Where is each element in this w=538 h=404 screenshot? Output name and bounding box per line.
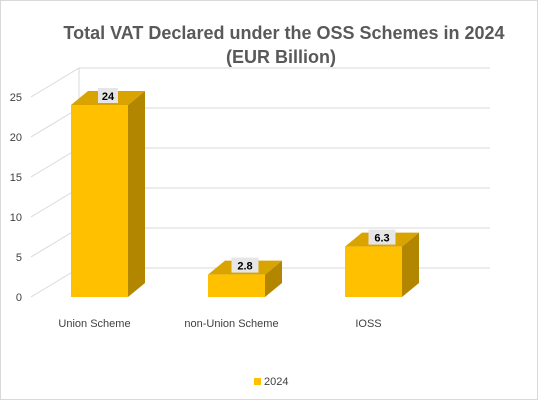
bar-side (402, 232, 419, 297)
data-label: 24 (102, 91, 115, 103)
legend-label: 2024 (264, 376, 288, 388)
y-tick-label: 25 (10, 92, 22, 104)
y-tick-label: 0 (16, 292, 22, 304)
data-label-box (98, 88, 118, 103)
bar (208, 274, 265, 297)
y-tick-label: 20 (10, 132, 22, 144)
bar-side (128, 91, 145, 297)
y-axis: 0 5 10 15 20 25 (10, 92, 22, 304)
y-tick-label: 15 (10, 172, 22, 184)
chart-title: Total VAT Declared under the OSS Schemes… (63, 23, 504, 43)
bar (345, 246, 402, 297)
bar-side (265, 260, 282, 297)
data-labels-layer: 24 2.8 6.3 (98, 88, 396, 273)
x-tick-label: Union Scheme (58, 318, 130, 330)
data-label: 6.3 (374, 233, 389, 245)
data-label-box (231, 257, 259, 273)
data-label-box (368, 229, 396, 245)
x-axis: Union Scheme non-Union Scheme IOSS (58, 318, 381, 330)
bars-layer (71, 91, 419, 297)
y-tick-label: 5 (16, 252, 22, 264)
data-label: 2.8 (237, 261, 252, 273)
gridline-depth (30, 67, 80, 98)
y-tick-label: 10 (10, 212, 22, 224)
legend-swatch (254, 378, 261, 385)
chart-subtitle: (EUR Billion) (226, 47, 336, 67)
legend: 2024 (254, 376, 288, 388)
x-tick-label: non-Union Scheme (184, 318, 278, 330)
x-tick-label: IOSS (355, 318, 381, 330)
bar (71, 105, 128, 297)
